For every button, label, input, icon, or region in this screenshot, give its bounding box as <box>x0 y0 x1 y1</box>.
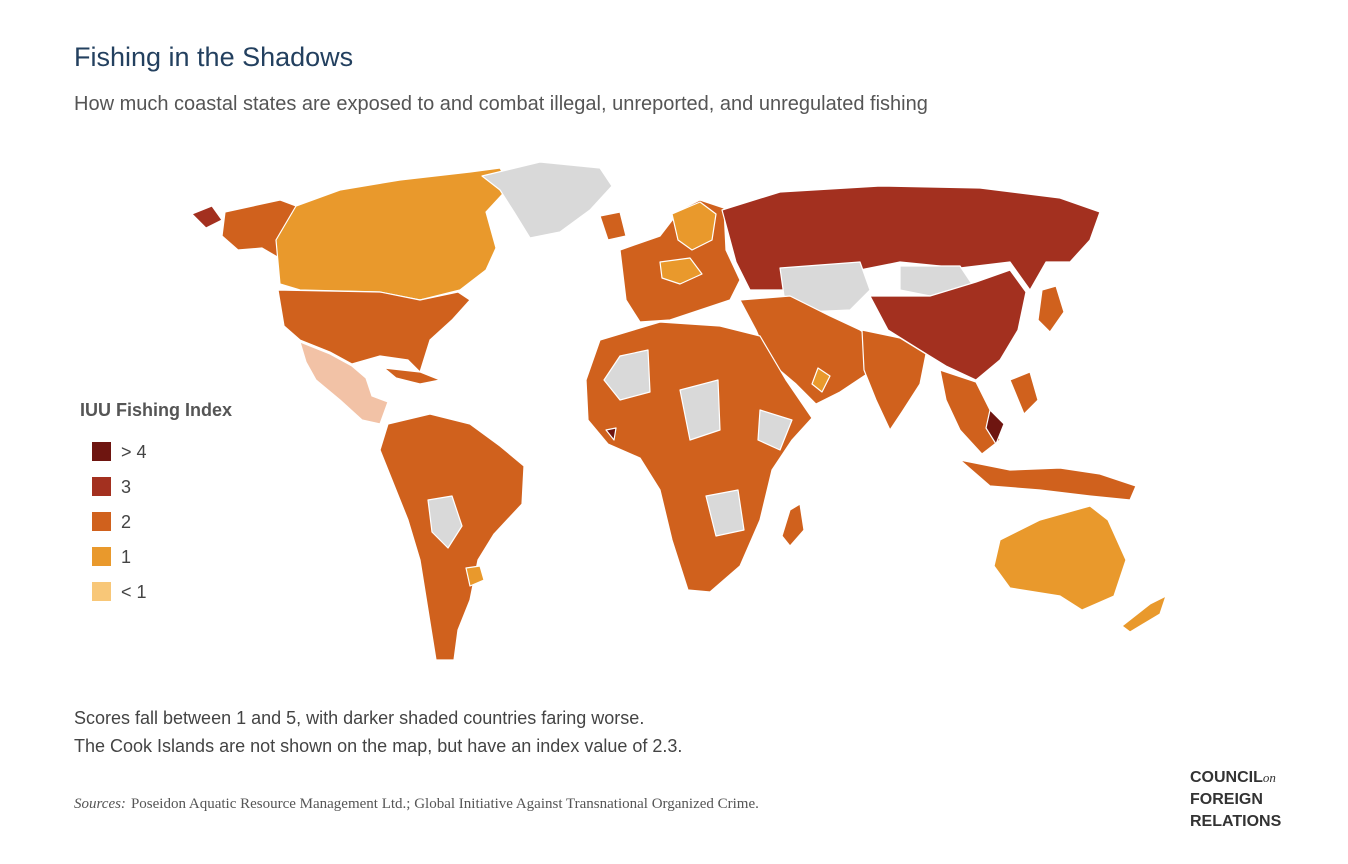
legend-title: IUU Fishing Index <box>80 400 232 420</box>
country <box>939 369 1001 455</box>
world-map <box>191 161 1167 661</box>
country <box>605 427 617 441</box>
logo-word: on <box>1263 770 1276 785</box>
country <box>705 489 745 537</box>
legend-swatch <box>92 582 111 601</box>
title: Fishing in the Shadows <box>74 42 353 72</box>
country <box>299 341 389 425</box>
country <box>959 459 1137 501</box>
logo-word: COUNCIL <box>1190 769 1263 786</box>
note: Scores fall between 1 and 5, with darker… <box>74 708 644 728</box>
legend-swatch <box>92 547 111 566</box>
country <box>191 205 223 229</box>
country <box>1121 595 1167 633</box>
country <box>465 565 485 587</box>
legend-swatch <box>92 442 111 461</box>
legend-label: < 1 <box>121 582 147 602</box>
sources-text: Poseidon Aquatic Resource Management Ltd… <box>131 796 759 812</box>
country <box>757 409 793 451</box>
country <box>993 505 1127 611</box>
country <box>383 367 441 385</box>
note: The Cook Islands are not shown on the ma… <box>74 736 682 756</box>
legend-swatch <box>92 477 111 496</box>
country <box>671 201 717 251</box>
logo: COUNCILon FOREIGN RELATIONS <box>1190 769 1282 830</box>
legend-label: > 4 <box>121 442 147 462</box>
legend: > 4 3 2 1 < 1 <box>92 442 147 602</box>
sources-label: Sources: <box>74 796 126 812</box>
country <box>1009 371 1039 415</box>
country <box>659 257 703 285</box>
legend-label: 2 <box>121 512 131 532</box>
legend-label: 3 <box>121 477 131 497</box>
logo-line: FOREIGN <box>1190 791 1263 808</box>
country <box>603 349 651 401</box>
territory <box>481 161 613 239</box>
country <box>427 495 463 549</box>
logo-line: COUNCILon <box>1190 769 1276 786</box>
legend-swatch <box>92 512 111 531</box>
country <box>985 409 1005 445</box>
subtitle: How much coastal states are exposed to a… <box>74 93 928 115</box>
logo-line: RELATIONS <box>1190 813 1282 830</box>
country <box>679 379 721 441</box>
country <box>781 503 805 547</box>
country <box>861 329 927 431</box>
country <box>811 367 831 393</box>
country <box>599 211 627 241</box>
country <box>275 167 511 301</box>
country <box>1037 285 1065 333</box>
sources: Sources: Poseidon Aquatic Resource Manage… <box>74 796 759 812</box>
legend-label: 1 <box>121 547 131 567</box>
